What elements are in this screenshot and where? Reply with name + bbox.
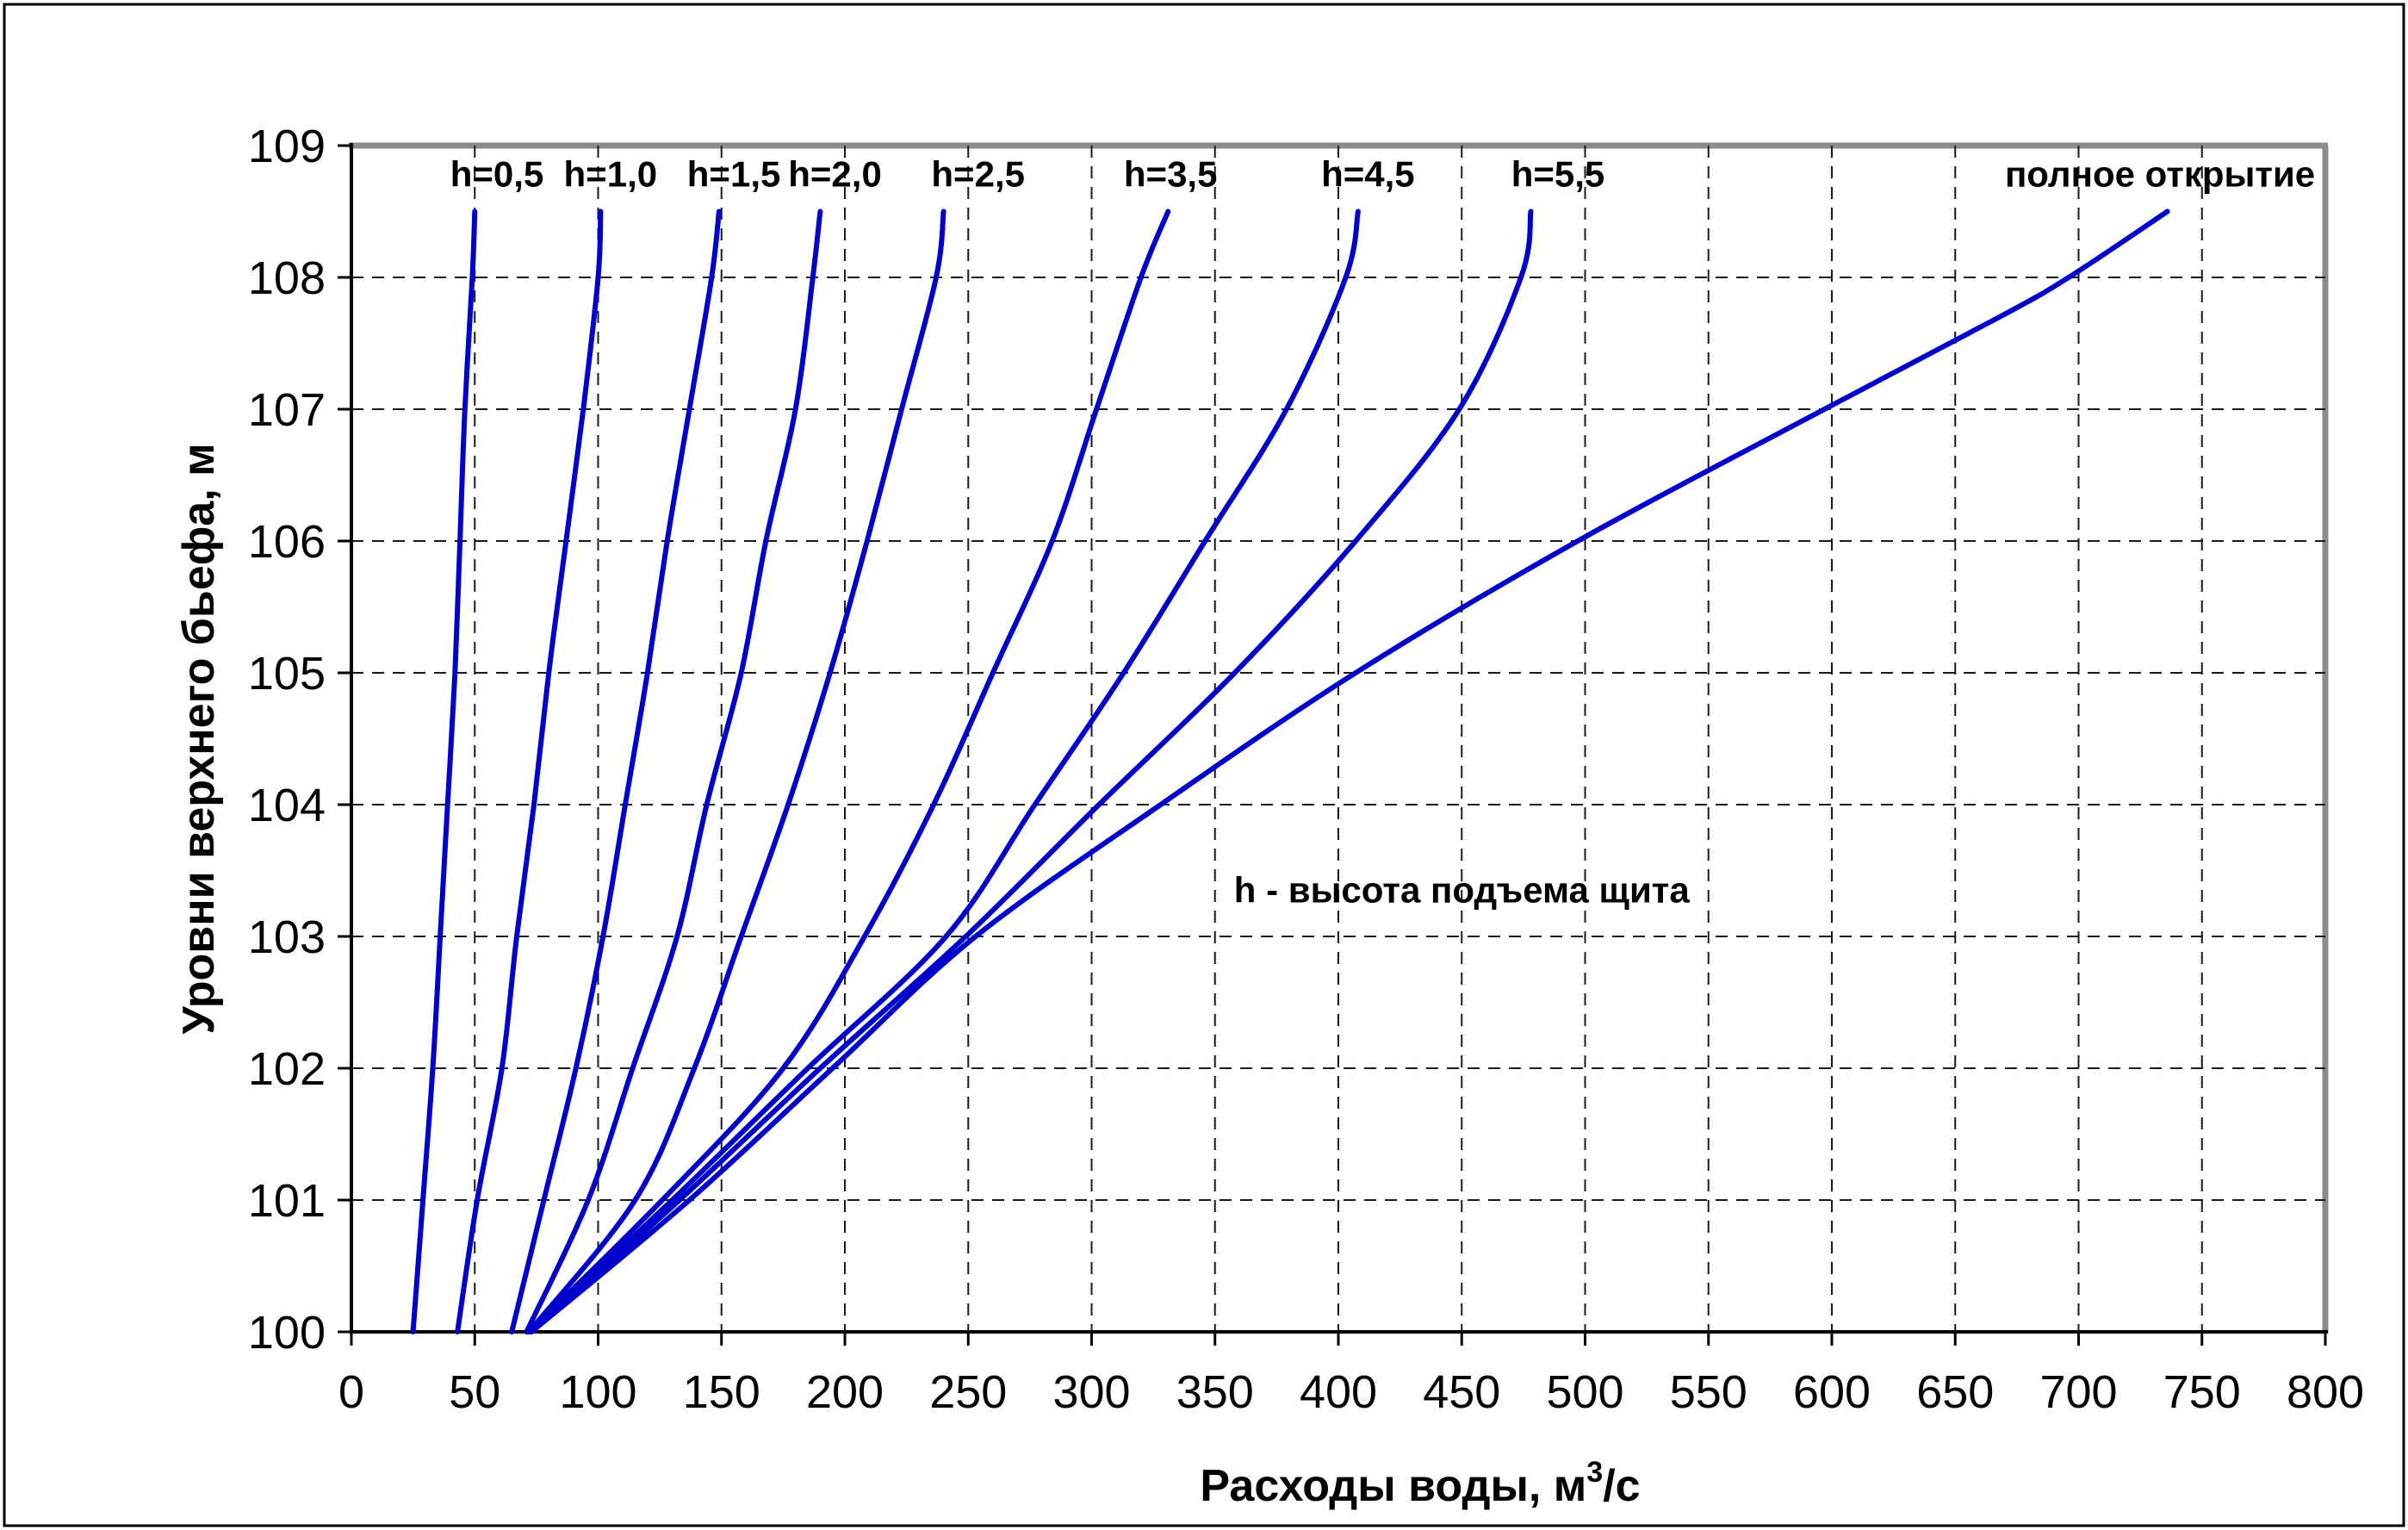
y-tick-label: 105: [248, 648, 326, 700]
curve-label-6: h=4,5: [1321, 154, 1415, 195]
x-tick-label: 600: [1793, 1366, 1871, 1418]
y-tick-label: 109: [248, 121, 326, 172]
series-curve-6: [529, 208, 1361, 1334]
x-tick-label: 800: [2287, 1366, 2364, 1418]
x-tick-label: 0: [338, 1366, 364, 1418]
curve-label-0: h=0,5: [450, 154, 544, 195]
y-tick-label: 101: [248, 1175, 326, 1227]
x-tick-label: 700: [2039, 1366, 2117, 1418]
y-tick-label: 104: [248, 780, 326, 831]
gridlines: [351, 146, 2325, 1332]
y-tick-labels: 100 101 102 103 104 105 106 107 108 109: [248, 121, 326, 1359]
series-curve-1: [455, 208, 604, 1334]
x-tick-label: 400: [1300, 1366, 1377, 1418]
y-axis-title: Уровни верхнего бьефа, м: [174, 443, 224, 1034]
x-tick-label: 550: [1670, 1366, 1747, 1418]
x-tick-label: 750: [2163, 1366, 2241, 1418]
y-tick-label: 107: [248, 384, 326, 436]
series-curve-0: [410, 208, 478, 1334]
y-tick-label: 108: [248, 252, 326, 304]
x-tick-label: 450: [1423, 1366, 1500, 1418]
x-tick-label: 250: [929, 1366, 1007, 1418]
series-curve-7: [529, 208, 1534, 1334]
curve-label-1: h=1,0: [564, 154, 658, 195]
y-tick-label: 102: [248, 1043, 326, 1095]
tick-marks: [338, 144, 2327, 1346]
gate-lift-annotation: h - высота подъема щита: [1234, 869, 1691, 910]
x-axis-title: Расходы воды, м3/с: [1200, 1456, 1640, 1511]
series-curve-4: [526, 208, 946, 1334]
x-tick-label: 100: [559, 1366, 636, 1418]
series-curve-5: [526, 208, 1171, 1334]
y-tick-label: 103: [248, 911, 326, 963]
outer-frame: [3, 3, 2405, 1527]
y-tick-label: 106: [248, 516, 326, 568]
curve-label-8: полное открытие: [2005, 154, 2315, 195]
x-tick-label: 50: [449, 1366, 500, 1418]
curve-label-2: h=1,5: [687, 154, 781, 195]
x-tick-labels: 0 50 100 150 200 250 300 350 400 450 500 550 600 650 7…: [338, 1366, 2364, 1418]
series-curve-3: [524, 208, 823, 1334]
x-tick-label: 150: [683, 1366, 760, 1418]
x-tick-label: 650: [1916, 1366, 1994, 1418]
plot-frame: [349, 142, 2329, 1334]
y-tick-label: 100: [248, 1307, 326, 1359]
series-curve-8: [529, 208, 2170, 1334]
curve-labels: h=0,5 h=1,0 h=1,5 h=2,0 h=2,5 h=3,5 h=4,5 h=5,5…: [450, 154, 2315, 195]
x-tick-label: 350: [1176, 1366, 1254, 1418]
curve-label-5: h=3,5: [1124, 154, 1218, 195]
series-curve-2: [509, 208, 722, 1334]
x-tick-label: 200: [806, 1366, 884, 1418]
curve-label-7: h=5,5: [1511, 154, 1605, 195]
curve-label-4: h=2,5: [931, 154, 1025, 195]
x-tick-label: 300: [1052, 1366, 1130, 1418]
series-curves: [410, 208, 2170, 1334]
x-tick-label: 500: [1546, 1366, 1623, 1418]
curve-label-3: h=2,0: [788, 154, 882, 195]
